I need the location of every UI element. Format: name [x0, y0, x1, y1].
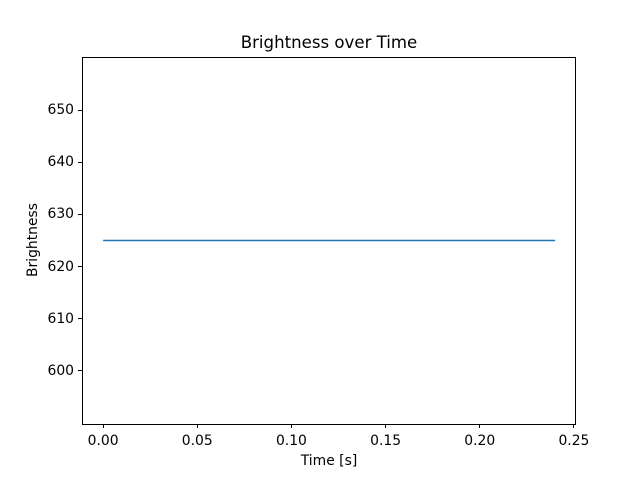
chart-title: Brightness over Time — [240, 33, 418, 52]
y-tick-mark — [78, 318, 82, 320]
y-tick-label: 610 — [47, 310, 74, 327]
x-tick-label: 0.05 — [181, 433, 213, 449]
x-tick-label: 0.10 — [275, 433, 307, 449]
y-tick-mark — [78, 161, 82, 163]
y-axis-label: Brightness — [25, 203, 41, 277]
line-series-canvas — [103, 239, 556, 242]
x-tick-mark — [290, 424, 292, 428]
x-tick-mark — [196, 424, 198, 428]
x-tick-mark — [479, 424, 481, 428]
x-tick-mark — [102, 424, 104, 428]
y-tick-mark — [78, 266, 82, 268]
x-tick-mark — [385, 424, 387, 428]
y-tick-label: 600 — [47, 362, 74, 379]
x-tick-label: 0.00 — [87, 433, 119, 449]
y-tick-label: 630 — [47, 206, 74, 223]
x-tick-label: 0.15 — [370, 433, 402, 449]
y-tick-label: 640 — [47, 154, 74, 171]
y-tick-mark — [78, 213, 82, 215]
x-axis-label: Time [s] — [300, 453, 358, 469]
y-tick-label: 620 — [47, 258, 74, 275]
y-tick-mark — [78, 109, 82, 111]
x-tick-label: 0.20 — [464, 433, 496, 449]
y-tick-label: 650 — [47, 102, 74, 119]
plot-area — [82, 57, 576, 425]
x-tick-mark — [573, 424, 575, 428]
y-tick-mark — [78, 370, 82, 372]
x-tick-label: 0.25 — [558, 433, 590, 449]
